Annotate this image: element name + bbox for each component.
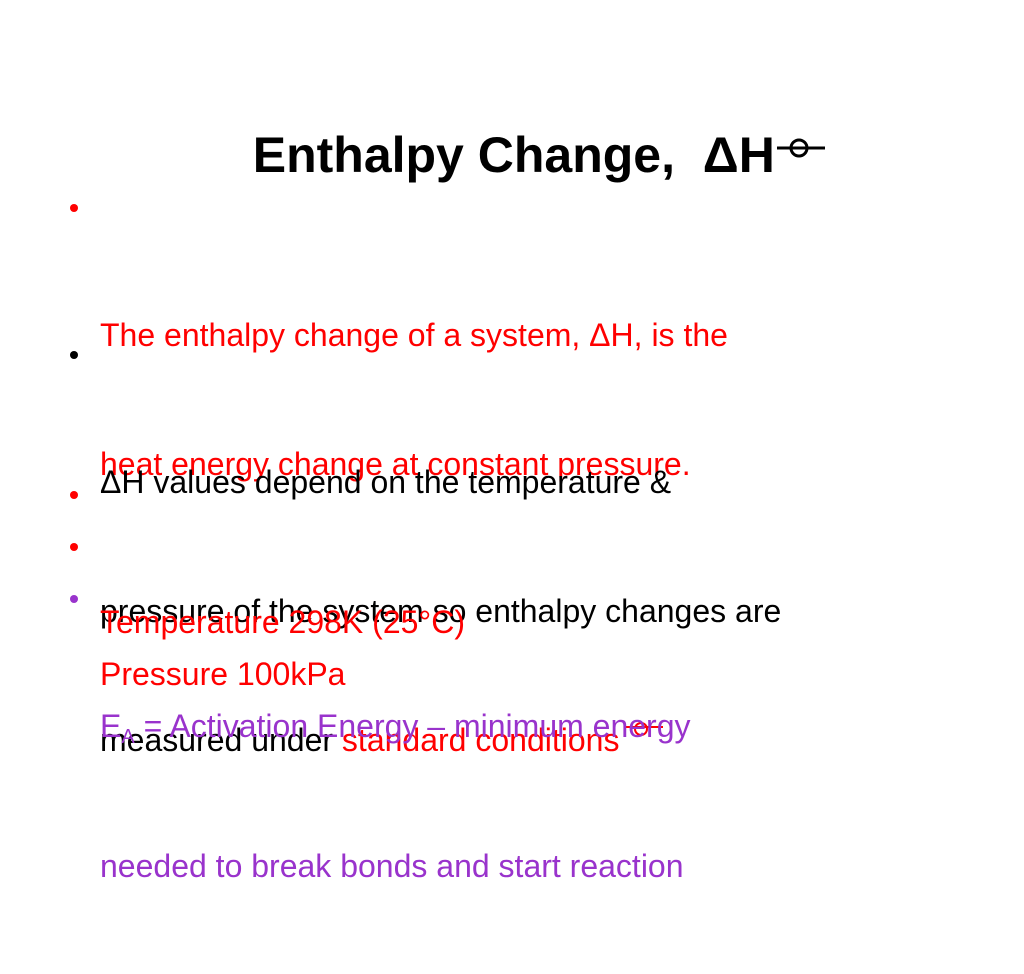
bullet: EA = Activation Energy – minimum energy …: [70, 576, 691, 974]
bullet-dot: [70, 491, 78, 499]
standard-symbol: [625, 722, 664, 736]
bullet: The enthalpy change of a system, ΔH, is …: [70, 185, 728, 572]
bullet-dot: [70, 595, 78, 603]
bullet-line: measured under: [100, 722, 342, 758]
bullet-line-row: EA = Activation Energy – minimum energy: [100, 705, 691, 759]
bullet: Temperature 298K (25°C): [70, 472, 465, 730]
bullet-dot: [70, 543, 78, 551]
slide: Enthalpy Change, ΔH The enthalpy change …: [0, 68, 1024, 884]
title: Enthalpy Change, ΔH: [252, 127, 775, 183]
standard-symbol: [776, 138, 825, 158]
bullet-line: pressure of the system so enthalpy chang…: [100, 593, 782, 629]
bullet-line: heat energy change at constant pressure.: [100, 446, 691, 482]
bullet-dot: [70, 351, 78, 359]
bullet-line: = Activation Energy – minimum energy: [134, 708, 691, 744]
bullet-text: Pressure 100kPa: [100, 656, 346, 692]
title-row: Enthalpy Change, ΔH: [0, 68, 1024, 242]
bullet: Pressure 100kPa: [70, 524, 346, 782]
bullet-line: The enthalpy change of a system, ΔH, is …: [100, 317, 728, 353]
bullet-line-row: measured under standard conditions: [100, 719, 781, 762]
bullet: ΔH values depend on the temperature & pr…: [70, 332, 782, 848]
bullet-dot: [70, 204, 78, 212]
bullet-line: needed to break bonds and start reaction: [100, 848, 684, 884]
subscript: A: [121, 726, 135, 748]
bullet-text: Temperature 298K (25°C): [100, 604, 465, 640]
symbol: E: [100, 708, 122, 744]
highlight: standard conditions: [341, 722, 620, 758]
bullet-line: ΔH values depend on the temperature &: [100, 464, 672, 500]
